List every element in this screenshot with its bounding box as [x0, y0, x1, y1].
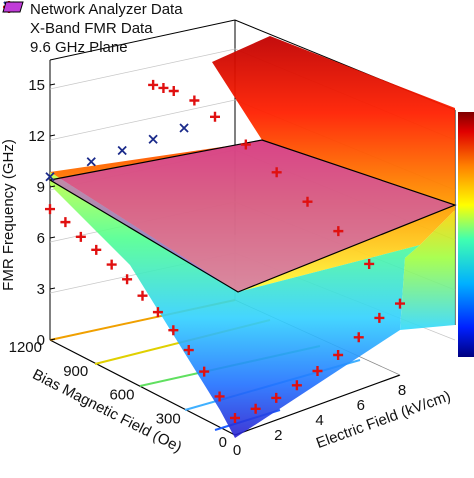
- y-tick-0: 0: [219, 434, 227, 451]
- x-axis-label: Electric Field (kV/cm): [314, 388, 453, 452]
- surface-right: [400, 210, 455, 330]
- z-axis-label: FMR Frequency (GHz): [0, 139, 17, 291]
- network-point-22: [333, 226, 344, 237]
- network-point-9: [91, 244, 102, 255]
- network-point-20: [395, 298, 405, 309]
- network-point-29: [158, 82, 169, 93]
- network-point-0: [230, 413, 240, 423]
- network-point-10: [75, 231, 86, 242]
- network-point-28: [168, 86, 179, 96]
- z-tick-3: 3: [37, 281, 45, 298]
- network-point-17: [333, 350, 344, 360]
- z-tick-mark-6: [49, 236, 56, 239]
- network-point-15: [291, 380, 302, 391]
- legend-item-network: Network Analyzer Data: [2, 0, 202, 19]
- y-tick-300: 300: [156, 410, 181, 427]
- xband-point-3: [148, 134, 158, 144]
- network-point-19: [374, 312, 385, 323]
- y-tick-1200: 1200: [9, 339, 42, 356]
- network-point-12: [45, 204, 55, 215]
- legend-label-xband: X-Band FMR Data: [30, 20, 153, 37]
- network-point-2: [199, 366, 210, 377]
- legend: Network Analyzer Data X-Band FMR Data 9.…: [2, 0, 202, 57]
- z-tick-9: 9: [37, 179, 45, 196]
- network-point-23: [302, 196, 313, 207]
- x-tick-8: 8: [398, 382, 406, 399]
- xband-point-4: [179, 123, 189, 133]
- surface-front: [50, 172, 420, 438]
- plane-swatch-icon: [2, 1, 24, 56]
- y-tick-600: 600: [109, 387, 134, 404]
- colorbar: [458, 112, 474, 357]
- network-point-18: [353, 332, 364, 343]
- network-point-6: [137, 290, 148, 301]
- legend-label-plane: 9.6 GHz Plane: [30, 39, 128, 56]
- z-tick-6: 6: [37, 230, 45, 247]
- data-markers: [45, 79, 405, 423]
- network-point-24: [271, 167, 282, 178]
- z-tick-mark-15: [49, 83, 56, 86]
- network-point-14: [271, 392, 282, 403]
- cross-marker-icon: [2, 1, 24, 37]
- z-tick-mark-3: [49, 287, 56, 290]
- legend-item-plane: 9.6 GHz Plane: [2, 1, 202, 57]
- x-tick-0: 0: [233, 442, 241, 459]
- legend-label-network: Network Analyzer Data: [30, 1, 183, 18]
- network-point-3: [183, 345, 194, 356]
- network-point-5: [152, 307, 163, 318]
- z-tick-0: 0: [37, 332, 45, 349]
- network-point-7: [122, 274, 133, 285]
- network-point-11: [60, 217, 71, 228]
- network-point-25: [240, 139, 251, 150]
- legend-item-xband: X-Band FMR Data: [2, 1, 202, 38]
- network-point-13: [250, 403, 261, 414]
- x-tick-6: 6: [357, 397, 365, 414]
- z-tick-mark-9: [49, 185, 56, 188]
- xband-point-0: [45, 172, 55, 182]
- plane-9.6ghz: [48, 139, 457, 293]
- network-point-26: [210, 111, 220, 122]
- network-point-21: [364, 258, 375, 269]
- x-tick-4: 4: [315, 412, 323, 429]
- z-tick-12: 12: [28, 128, 45, 145]
- network-point-8: [106, 259, 117, 270]
- network-point-30: [148, 79, 159, 90]
- network-point-27: [189, 95, 200, 106]
- z-tick-mark-0: [49, 338, 56, 341]
- network-point-16: [312, 366, 323, 376]
- network-point-4: [168, 325, 179, 336]
- xband-point-2: [117, 145, 127, 156]
- y-tick-900: 900: [63, 363, 88, 380]
- z-tick-15: 15: [28, 77, 45, 94]
- network-point-1: [214, 391, 225, 402]
- z-tick-mark-12: [49, 134, 56, 137]
- x-tick-2: 2: [274, 427, 282, 444]
- xband-point-1: [86, 157, 96, 167]
